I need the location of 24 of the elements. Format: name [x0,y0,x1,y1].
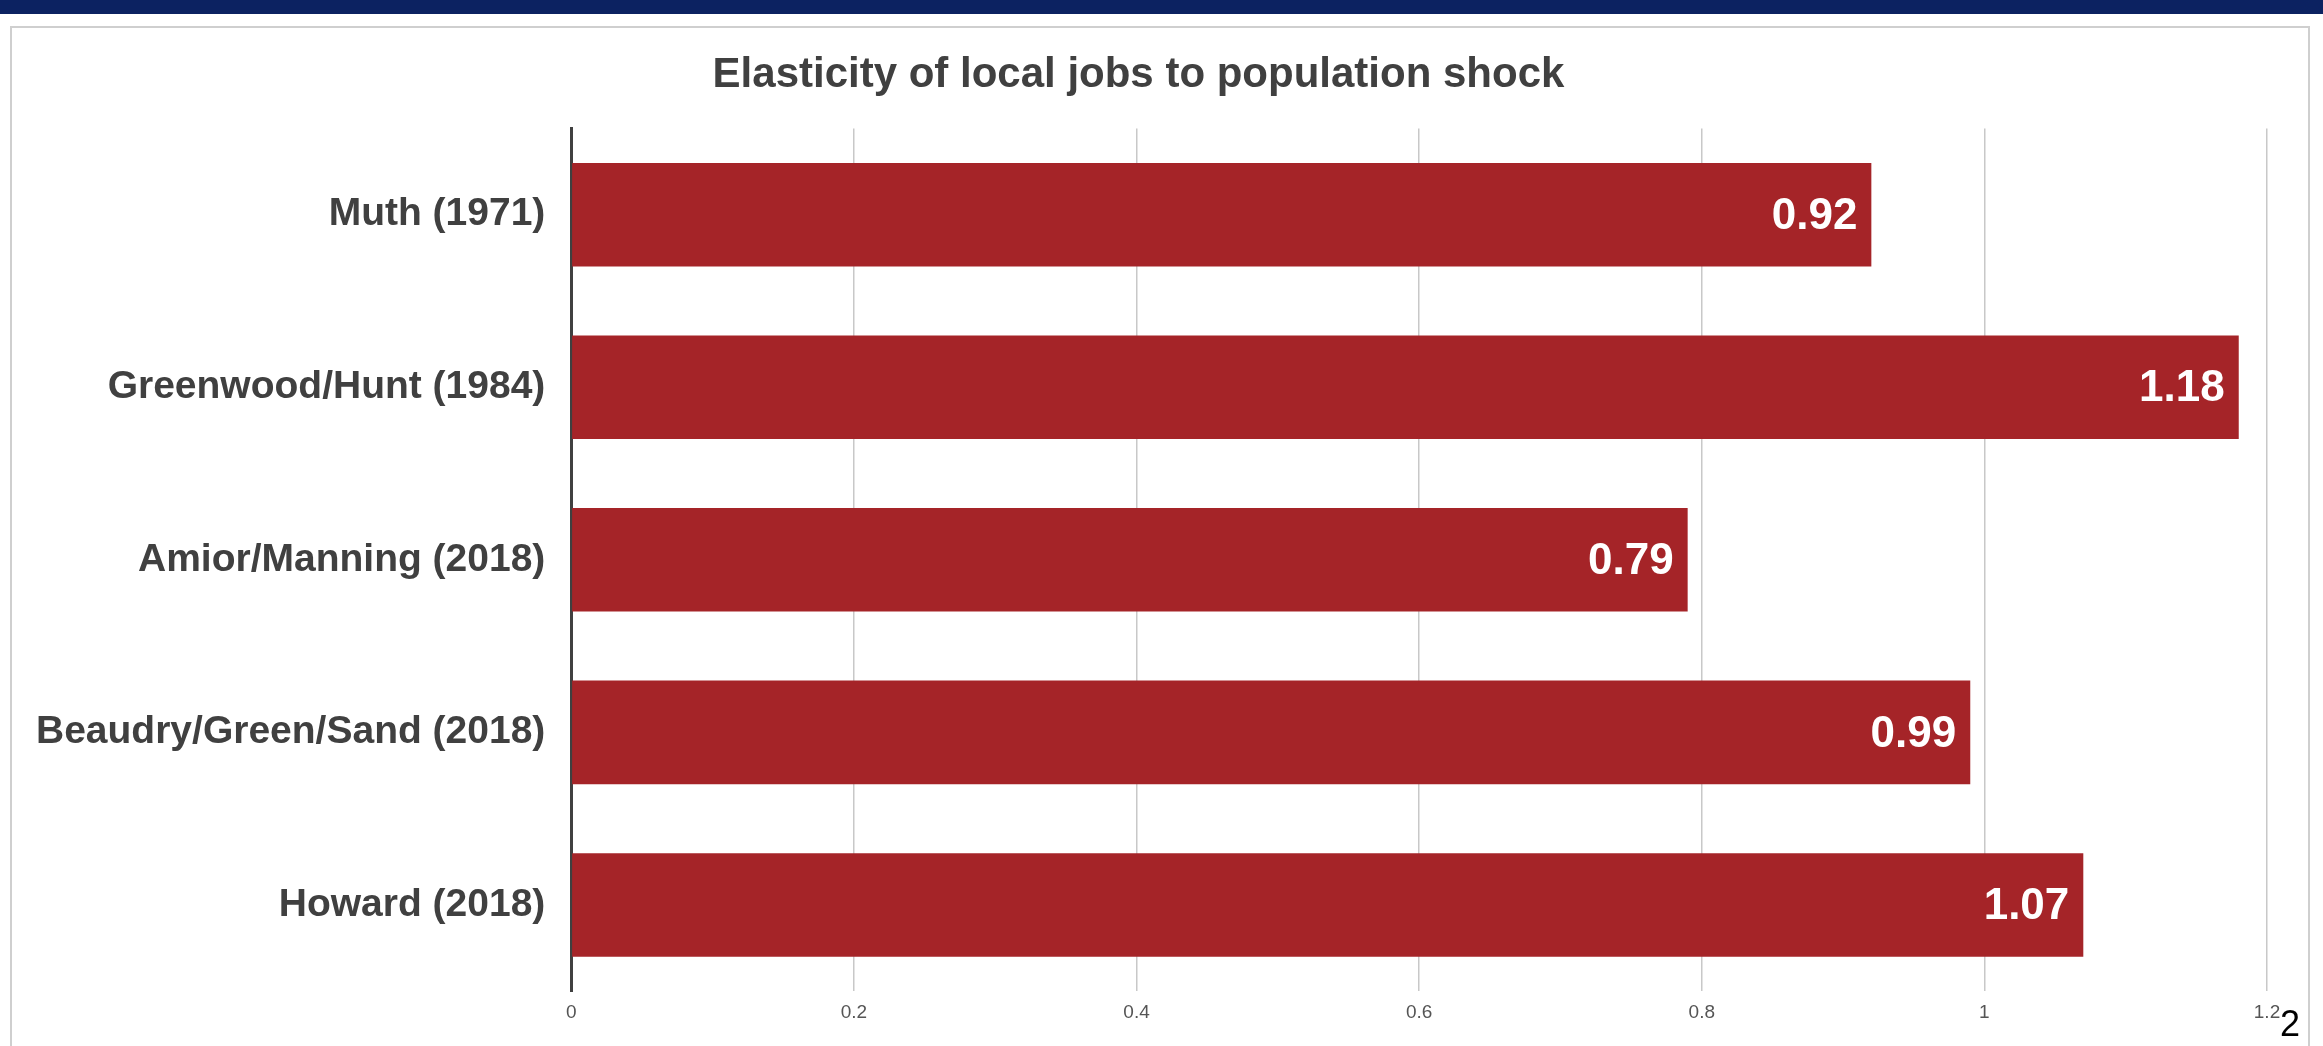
x-tick-label: 0.2 [840,1000,868,1022]
y-tick-label: Greenwood/Hunt (1984) [107,362,546,406]
x-tick-label: 1.2 [2253,1000,2281,1022]
x-tick-label: 1 [1979,1000,1990,1022]
y-tick-label: Howard (2018) [278,880,546,924]
y-tick-label: Muth (1971) [328,190,546,234]
x-tick-label: 0.4 [1123,1000,1151,1022]
bar [572,162,1872,267]
data-label: 1.07 [1983,879,2070,929]
data-label: 1.18 [2139,361,2225,411]
bar [572,680,1971,785]
x-tick-label: 0.8 [1688,1000,1715,1022]
bar [572,508,1688,612]
text: 2 [2279,1002,2300,1044]
x-tick-label: 0 [566,1000,577,1022]
y-tick-label: Amior/Manning (2018) [137,535,546,579]
bar [572,853,2084,957]
chart-title: Elasticity of local jobs to population shock [712,48,1566,96]
data-label: 0.92 [1771,188,1858,238]
data-label: 0.79 [1588,533,1674,583]
y-tick-label: Beaudry/Green/Sand (2018) [35,708,546,752]
x-tick-label: 0.6 [1405,1000,1433,1022]
data-label: 0.99 [1870,706,1957,756]
bar [572,335,2239,440]
